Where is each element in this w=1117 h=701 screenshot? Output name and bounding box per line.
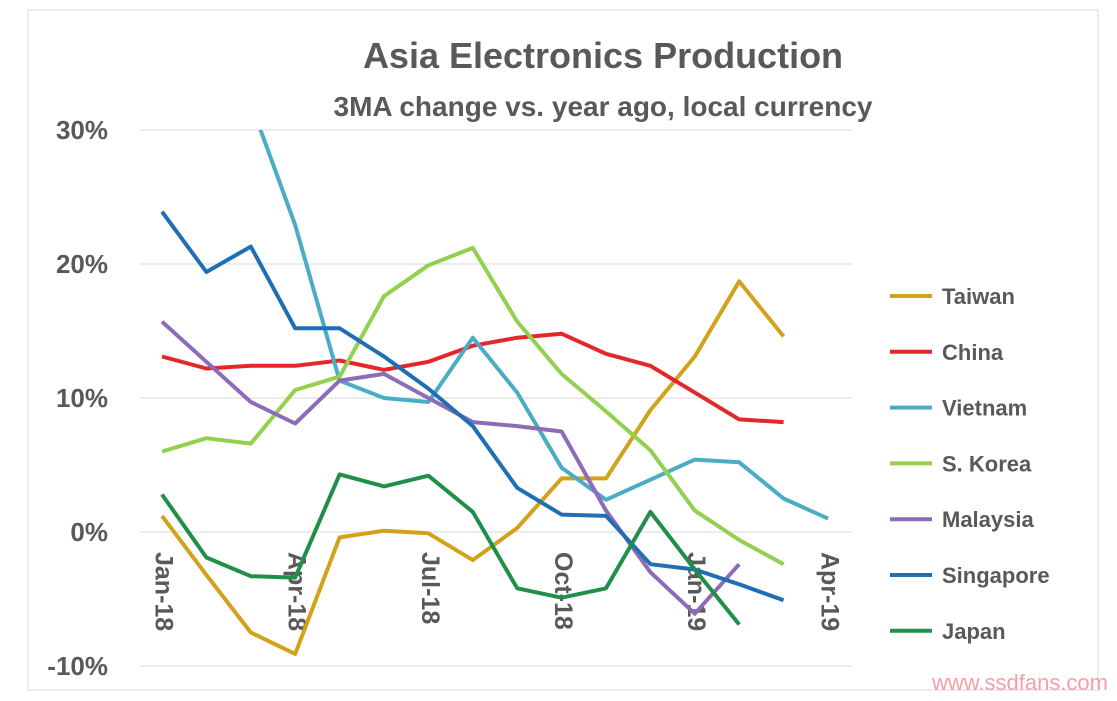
series-line (161, 331, 784, 425)
x-tick-label: Jul-18 (416, 552, 444, 624)
chart-title: Asia Electronics Production (363, 35, 843, 76)
series-line (161, 245, 785, 566)
chart-subtitle: 3MA change vs. year ago, local currency (334, 91, 873, 122)
legend-label: Malaysia (942, 507, 1034, 532)
legend-label: Singapore (942, 563, 1050, 588)
legend-label: Taiwan (942, 284, 1015, 309)
series-line (160, 279, 786, 656)
plot-lines (160, 130, 829, 656)
legend-label: China (942, 340, 1004, 365)
x-tick-label: Apr-18 (283, 552, 311, 631)
x-tick-label: Oct-18 (549, 552, 577, 630)
legend-label: S. Korea (942, 451, 1032, 476)
x-tick-label: Jan-18 (149, 552, 177, 631)
y-tick-label: -10% (47, 651, 108, 681)
watermark: www.ssdfans.com (931, 670, 1108, 695)
legend-label: Vietnam (942, 396, 1027, 421)
y-tick-label: 0% (70, 517, 108, 547)
series-line (160, 210, 785, 603)
series-line (160, 472, 741, 626)
series-line (160, 320, 741, 616)
x-tick-label: Apr-19 (815, 552, 843, 631)
y-tick-label: 10% (56, 383, 108, 413)
y-tick-label: 30% (56, 115, 108, 145)
legend-label: Japan (942, 619, 1006, 644)
x-tick-label: Jan-19 (682, 552, 710, 631)
y-tick-label: 20% (56, 249, 108, 279)
